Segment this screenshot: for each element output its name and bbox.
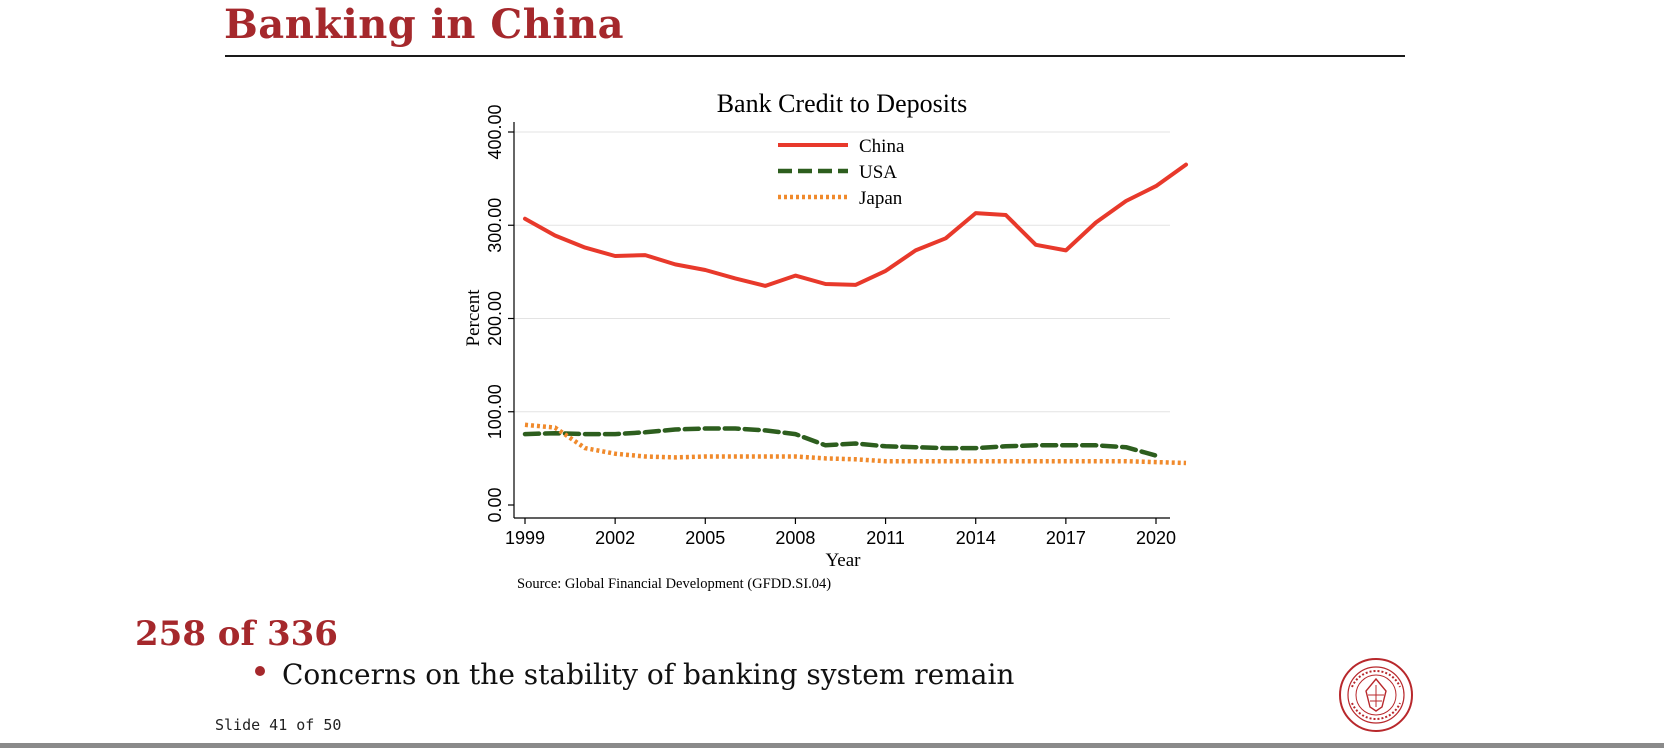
title-divider: [225, 55, 1405, 57]
legend-label-china: China: [859, 136, 905, 157]
series-line-china: [523, 162, 1188, 288]
y-tick-label: 300.00: [485, 198, 505, 253]
source-note: Source: Global Financial Development (GF…: [517, 576, 831, 592]
y-tick-label: 100.00: [485, 384, 505, 439]
x-tick-label: 2014: [956, 528, 996, 548]
y-axis-label: Percent: [463, 289, 484, 347]
series-line-usa: [522, 426, 1159, 458]
x-tick-label: 2020: [1136, 528, 1176, 548]
chart-title: Bank Credit to Deposits: [717, 89, 968, 118]
grid-lines: [514, 131, 1170, 413]
x-tick-label: 2011: [866, 528, 905, 548]
y-tick-label: 200.00: [485, 291, 505, 346]
x-tick-label: 2005: [685, 528, 725, 548]
y-tick-label: 0.00: [485, 487, 505, 522]
x-tick-label: 2008: [775, 528, 815, 548]
bullet-icon: [255, 666, 265, 676]
slide-number: Slide 41 of 50: [215, 716, 342, 734]
x-tick-label: 1999: [505, 528, 545, 548]
y-tick-label: 400.00: [485, 104, 505, 159]
x-axis-label: Year: [825, 550, 861, 571]
x-tick-label: 2017: [1046, 528, 1086, 548]
slide-counter: 258 of 336: [135, 614, 338, 654]
line-chart: 0.00 100.00 200.00 300.00 400.00 1999 2002 2005…: [463, 89, 1188, 592]
university-seal-icon: [1339, 658, 1413, 732]
bullet-item: Concerns on the stability of banking sys…: [255, 654, 1014, 694]
series-layer: [522, 162, 1188, 466]
legend-label-japan: Japan: [859, 188, 903, 209]
x-tick-label: 2002: [595, 528, 635, 548]
legend-label-usa: USA: [859, 162, 897, 183]
series-line-japan: [524, 422, 1187, 466]
bottom-bar: [0, 743, 1664, 748]
bullet-text: Concerns on the stability of banking sys…: [282, 657, 1015, 691]
legend: China USA Japan: [778, 136, 905, 209]
axes: 0.00 100.00 200.00 300.00 400.00 1999 2002 2005…: [485, 104, 1176, 548]
slide-title: Banking in China: [224, 1, 625, 48]
